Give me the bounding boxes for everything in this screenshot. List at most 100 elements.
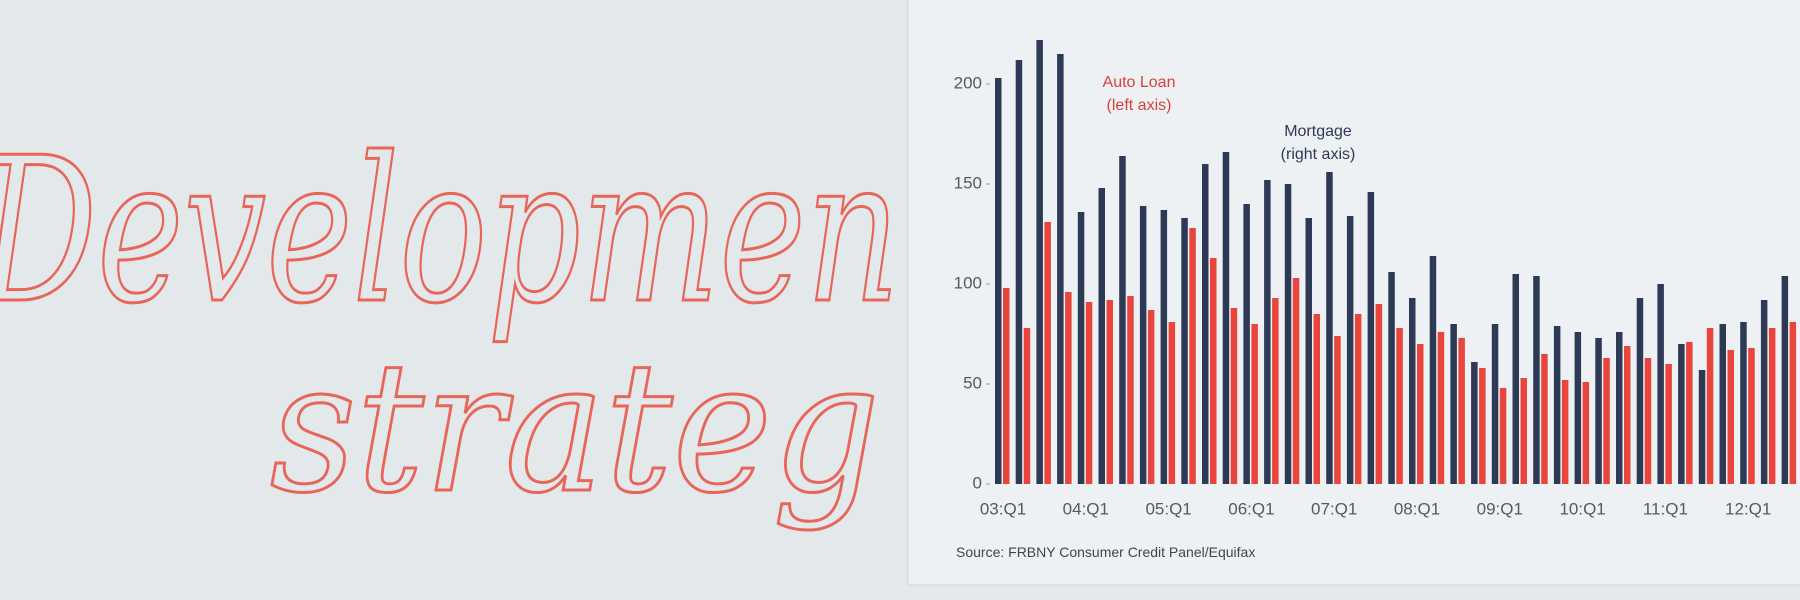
bar: [1127, 296, 1134, 484]
bar: [1181, 218, 1188, 484]
bar: [1396, 328, 1403, 484]
bar: [1760, 300, 1768, 484]
bar: [1706, 328, 1714, 484]
bar: [1023, 328, 1031, 484]
bar: [1354, 314, 1362, 484]
bar: [1582, 382, 1590, 484]
x-tick-label: 03:Q1: [980, 499, 1026, 518]
y-tick-label: 100: [954, 273, 982, 292]
bar: [1003, 288, 1010, 484]
bar: [1375, 304, 1383, 484]
x-tick-label: 05:Q1: [1145, 499, 1191, 518]
bar: [1603, 358, 1610, 484]
bar: [1624, 346, 1631, 484]
y-tick-label: 150: [954, 173, 982, 192]
handwriting: Developmen: [0, 115, 900, 348]
bar: [1719, 324, 1726, 484]
bar: [1595, 338, 1602, 484]
bar: [1044, 222, 1051, 484]
bar: [1450, 324, 1457, 484]
bar: [1727, 350, 1734, 484]
bar: [1417, 344, 1424, 484]
bar: [1748, 348, 1755, 484]
bar: [1512, 274, 1519, 484]
bar: [1698, 370, 1706, 484]
bar: [1251, 324, 1258, 484]
bar: [1292, 278, 1300, 484]
bar: [1491, 324, 1499, 484]
bar: [1168, 322, 1176, 484]
bar: [1616, 332, 1623, 484]
y-tick-label: 0: [973, 473, 982, 492]
bar: [1189, 228, 1196, 484]
bar: [1036, 40, 1043, 484]
bar: [1409, 298, 1416, 484]
bar: [1789, 322, 1797, 484]
annotation: (right axis): [1281, 146, 1356, 163]
x-tick-label: 12:Q1: [1725, 499, 1771, 518]
bar: [1119, 156, 1126, 484]
bar: [1768, 328, 1776, 484]
bar: [1065, 292, 1072, 484]
bar: [1471, 362, 1478, 484]
bar: [1388, 272, 1395, 484]
bar: [1429, 256, 1437, 484]
bar: [1057, 54, 1064, 484]
bar: [1533, 276, 1540, 484]
x-tick-label: 06:Q1: [1228, 499, 1274, 518]
bar: [1272, 298, 1279, 484]
bar: [1367, 192, 1375, 484]
handwriting: strateg: [270, 324, 880, 533]
annotation: (left axis): [1107, 97, 1172, 114]
bar: [1561, 380, 1569, 484]
bar: [1437, 332, 1445, 484]
bar: [1085, 302, 1093, 484]
bar: [1139, 206, 1147, 484]
bar: [1313, 314, 1320, 484]
bar: [995, 78, 1002, 484]
bar: [1264, 180, 1271, 484]
bar: [1657, 284, 1664, 484]
bar: [1678, 344, 1685, 484]
bar: [1222, 152, 1230, 484]
y-tick-label: 200: [954, 73, 982, 92]
bar: [1230, 308, 1238, 484]
bar: [1541, 354, 1548, 484]
bar: [1499, 388, 1507, 484]
bar: [1781, 276, 1789, 484]
bar: [1458, 338, 1465, 484]
bar: [1334, 336, 1341, 484]
bar: [1243, 204, 1250, 484]
bar: [1346, 216, 1354, 484]
bar: [1077, 212, 1085, 484]
bar: [1015, 60, 1023, 484]
bar: [1686, 342, 1693, 484]
chart-paper: [907, 0, 1800, 586]
bar: [1160, 210, 1168, 484]
x-tick-label: 08:Q1: [1394, 499, 1440, 518]
bar: [1210, 258, 1217, 484]
bar: [1636, 298, 1644, 484]
y-tick-label: 50: [963, 373, 982, 392]
bar: [1520, 378, 1527, 484]
bar: [1574, 332, 1582, 484]
bar: [1479, 368, 1486, 484]
x-tick-label: 11:Q1: [1643, 499, 1688, 518]
x-tick-label: 09:Q1: [1477, 499, 1523, 518]
bar: [1284, 184, 1292, 484]
annotation: Mortgage: [1284, 123, 1352, 140]
bar: [1202, 164, 1209, 484]
bar: [1644, 358, 1652, 484]
x-tick-label: 07:Q1: [1311, 499, 1357, 518]
bar: [1147, 310, 1155, 484]
bar: [1305, 218, 1312, 484]
x-tick-label: 04:Q1: [1063, 499, 1109, 518]
x-tick-label: 10:Q1: [1559, 499, 1605, 518]
source: Source: FRBNY Consumer Credit Panel/Equi…: [956, 544, 1255, 560]
bar: [1326, 172, 1333, 484]
bar: [1106, 300, 1113, 484]
bar: [1740, 322, 1747, 484]
bar: [1665, 364, 1672, 484]
